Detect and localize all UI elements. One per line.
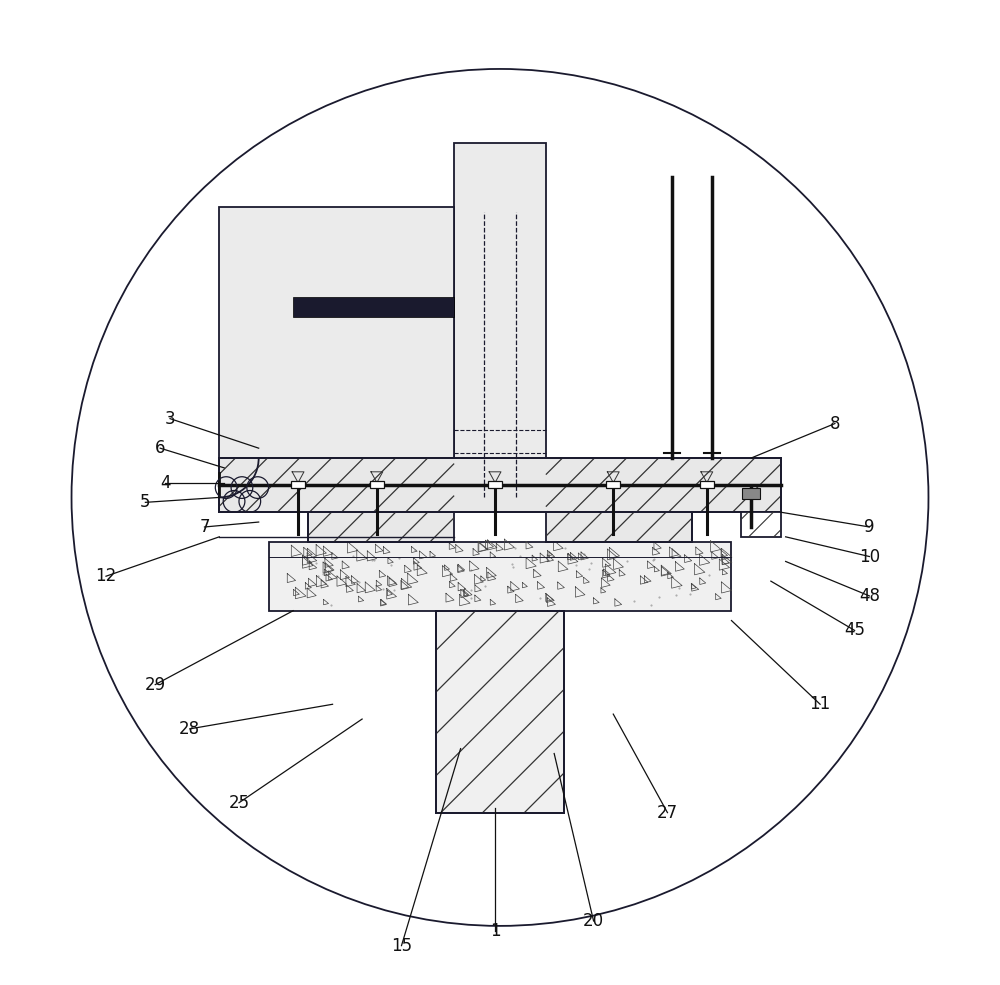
Bar	[606, 481, 620, 488]
Bar	[219, 207, 454, 458]
Bar	[293, 297, 454, 317]
Text: 9: 9	[864, 518, 875, 536]
Bar	[291, 481, 305, 488]
Bar	[436, 611, 564, 813]
Bar	[741, 512, 781, 537]
Bar	[700, 481, 714, 488]
Bar	[742, 488, 760, 499]
Text: 4: 4	[160, 474, 170, 492]
Bar	[308, 512, 454, 542]
Text: 28: 28	[179, 720, 200, 738]
Text: 45: 45	[844, 622, 865, 639]
Text: 10: 10	[859, 548, 880, 565]
Text: 48: 48	[859, 587, 880, 605]
Bar	[269, 542, 731, 611]
Text: 8: 8	[830, 415, 840, 432]
Text: 29: 29	[145, 676, 166, 693]
Bar	[546, 512, 692, 542]
Text: 15: 15	[391, 937, 412, 954]
Text: 27: 27	[657, 804, 678, 821]
Text: 25: 25	[228, 794, 250, 812]
Text: 12: 12	[95, 567, 117, 585]
Text: 6: 6	[155, 439, 165, 457]
Text: 1: 1	[490, 922, 500, 940]
Text: 11: 11	[809, 695, 831, 713]
Text: 5: 5	[140, 493, 151, 511]
Bar	[488, 481, 502, 488]
Text: 20: 20	[583, 912, 604, 930]
Bar	[454, 143, 546, 497]
Bar	[219, 458, 781, 512]
Text: 3: 3	[165, 410, 175, 427]
Bar	[370, 481, 384, 488]
Text: 7: 7	[199, 518, 210, 536]
